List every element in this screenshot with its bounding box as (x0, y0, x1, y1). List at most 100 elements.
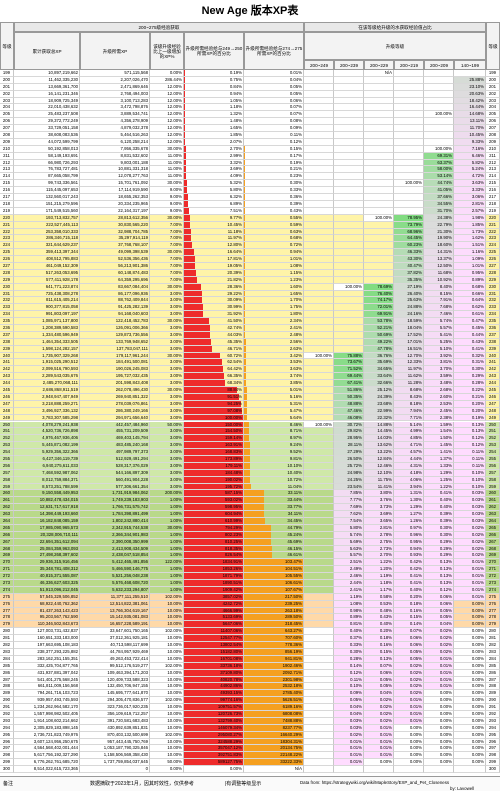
cell-inc: 200.00% (150, 490, 184, 498)
cell-lv: 232 (0, 297, 14, 305)
cell-p275: 0.23% (244, 173, 304, 181)
cell-lv: 218 (0, 200, 14, 208)
cell-band-0 (304, 683, 334, 691)
cell-level-right: 255 (486, 455, 500, 463)
value-p275: 10.72% (287, 476, 302, 482)
cell-p275: 104.51% (244, 566, 304, 574)
value-p249: 587.15% (225, 490, 242, 496)
cell-band-3: 8.43% (394, 393, 424, 401)
cell-band-1 (334, 228, 364, 236)
cell-level-right: 220 (486, 214, 500, 222)
cell-up: 2,390,008,350,999 (80, 538, 150, 546)
bar-p249 (184, 621, 243, 628)
cell-p275: 8.46% (244, 421, 304, 429)
cell-band-4: 100.00% (424, 145, 454, 153)
cell-band-5: 11.70% (454, 125, 486, 133)
cell-band-4: 5.41% (424, 331, 454, 339)
cell-total: 9,150,558,449,953 (14, 490, 80, 498)
cell-band-3: 100.00% (394, 180, 424, 188)
cell-up: 49,263,453,722,414 (80, 655, 150, 663)
value-p275: 8.71% (289, 428, 302, 434)
cell-up: 195,727,032,435 (80, 373, 150, 381)
cell-p275: 106.61% (244, 580, 304, 587)
cell-band-5: 1.16% (454, 249, 486, 257)
cell-band-2 (364, 173, 394, 181)
cell-p275: 105.55% (244, 573, 304, 581)
value-p275: 0.39% (289, 200, 302, 206)
cell-band-3: 4.18% (394, 469, 424, 477)
value-p249: 593.02% (225, 497, 242, 503)
cell-band-2 (364, 200, 394, 208)
cell-band-5: 7.16% (454, 145, 486, 153)
cell-level-right: 237 (486, 331, 500, 339)
table-row: 279 110,346,502,843,673 16,657,228,589,191… (0, 621, 500, 629)
cell-band-3: 0.96% (394, 531, 424, 539)
cell-inc: 12.00% (150, 83, 184, 91)
cell-band-4: 3.92% (424, 352, 454, 360)
cell-p249: 146079.34% (184, 724, 244, 732)
cell-band-1: 0.81% (334, 621, 364, 629)
cell-up: 391,720,581,683,483 (80, 717, 150, 725)
bar-p275 (244, 704, 303, 710)
cell-band-0 (304, 710, 334, 718)
cell-band-1: 2.41% (334, 586, 364, 594)
cell-lv: 273 (0, 580, 14, 587)
cell-band-0 (304, 524, 334, 532)
cell-band-5: 0.00% (454, 683, 486, 691)
cell-total: 16,141,231,346 (14, 90, 80, 98)
value-p249: 1834.91% (222, 559, 242, 565)
cell-lv: 282 (0, 642, 14, 649)
cell-band-1 (334, 297, 364, 305)
cell-p249: 46.71% (184, 345, 244, 353)
cell-p275: 34.45% (244, 517, 304, 525)
cell-inc: 12.00% (150, 111, 184, 119)
cell-level-right: 238 (486, 338, 500, 346)
value-p249: 132799.40% (217, 717, 242, 723)
table-row: 207 33,729,051,158 4,879,032,378 12.00% 1.65… (0, 125, 500, 133)
cell-p275: 0.08% (244, 118, 304, 126)
cell-p249: 1.18% (184, 104, 244, 112)
cell-band-4 (424, 118, 454, 126)
cell-total: 1,735,907,329,268 (14, 352, 80, 360)
bar-p275 (244, 600, 303, 607)
value-p249: 10.45% (227, 221, 242, 227)
cell-p249: 1834.91% (184, 559, 244, 567)
cell-band-4: 7.68% (424, 304, 454, 312)
cell-inc: 7.00% (150, 235, 184, 243)
cell-band-4: 58.00% (424, 166, 454, 174)
cell-band-5: 0.11% (454, 449, 486, 456)
value-p249: 49393.15% (220, 690, 242, 696)
cell-band-3: 68.96% (394, 228, 424, 236)
bar-p275 (244, 311, 246, 318)
bar-p249 (184, 373, 224, 380)
bar-p249 (184, 352, 221, 359)
cell-up: 17,114,919,590 (80, 187, 150, 195)
cell-total: 5,617,756,192,327,290 (14, 752, 80, 760)
header-pct-275: 升级所需经验给与274→275所需XP的百分比 (244, 32, 304, 70)
cell-band-2 (364, 180, 394, 188)
bar-p249 (184, 173, 187, 180)
cell-band-5: 0.43% (454, 338, 486, 346)
cell-band-3: 18.59% (394, 318, 424, 325)
cell-level-right: 204 (486, 104, 500, 112)
cell-p275: 0.36% (244, 194, 304, 201)
cell-lv: 283 (0, 648, 14, 656)
table-row: 233 900,377,815,058 91,425,282,139 3.00% 30.… (0, 304, 500, 312)
cell-inc: 10.00% (150, 669, 184, 677)
bar-p249 (184, 311, 204, 318)
cell-band-5: 0.00% (454, 724, 486, 732)
bar-p249 (184, 125, 185, 132)
cell-total: 1,598,124,282,157 (14, 345, 80, 353)
table-row: 230 641,771,223,874 83,667,084,404 30.00% 28… (0, 283, 500, 291)
cell-band-1 (334, 118, 364, 126)
cell-p275: 1.15% (244, 269, 304, 277)
cell-band-2: 1.19% (364, 573, 394, 581)
table-row: 259 8,573,251,788,599 577,306,661,354 3.00%… (0, 483, 500, 491)
cell-band-0 (304, 207, 334, 215)
cell-band-1 (334, 214, 364, 222)
bar-p249 (184, 759, 243, 766)
cell-band-0 (304, 676, 334, 684)
cell-band-0 (304, 70, 334, 77)
bar-p275 (244, 504, 265, 511)
cell-band-2: 11.41% (364, 483, 394, 491)
